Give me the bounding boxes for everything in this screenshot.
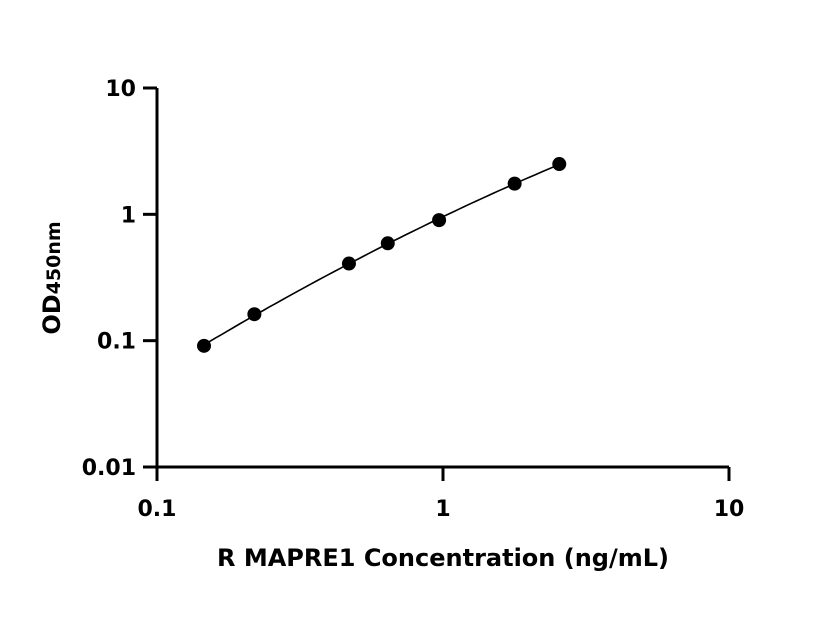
fit-curve [203, 163, 560, 346]
y-axis-title-sub: 450nm [43, 221, 65, 294]
x-tick-label: 10 [714, 497, 745, 522]
data-points [197, 157, 567, 353]
y-tick-label: 0.1 [97, 330, 136, 355]
y-axis-title-main: OD [38, 294, 66, 334]
data-point [197, 338, 212, 353]
y-tick-label: 0.01 [82, 456, 136, 481]
data-point [432, 213, 447, 228]
axes [155, 88, 729, 469]
x-tick-label: 1 [435, 497, 450, 522]
y-axis-title: OD450nm [38, 221, 66, 334]
data-point [380, 236, 395, 251]
y-tick-label: 10 [105, 77, 136, 102]
x-axis-title: R MAPRE1 Concentration (ng/mL) [217, 544, 669, 572]
y-tick-label: 1 [121, 203, 136, 228]
data-point [247, 307, 262, 322]
ticks [143, 86, 731, 481]
data-point [341, 256, 356, 271]
x-tick-label: 0.1 [138, 497, 177, 522]
data-point [552, 157, 567, 172]
data-point [507, 176, 522, 191]
